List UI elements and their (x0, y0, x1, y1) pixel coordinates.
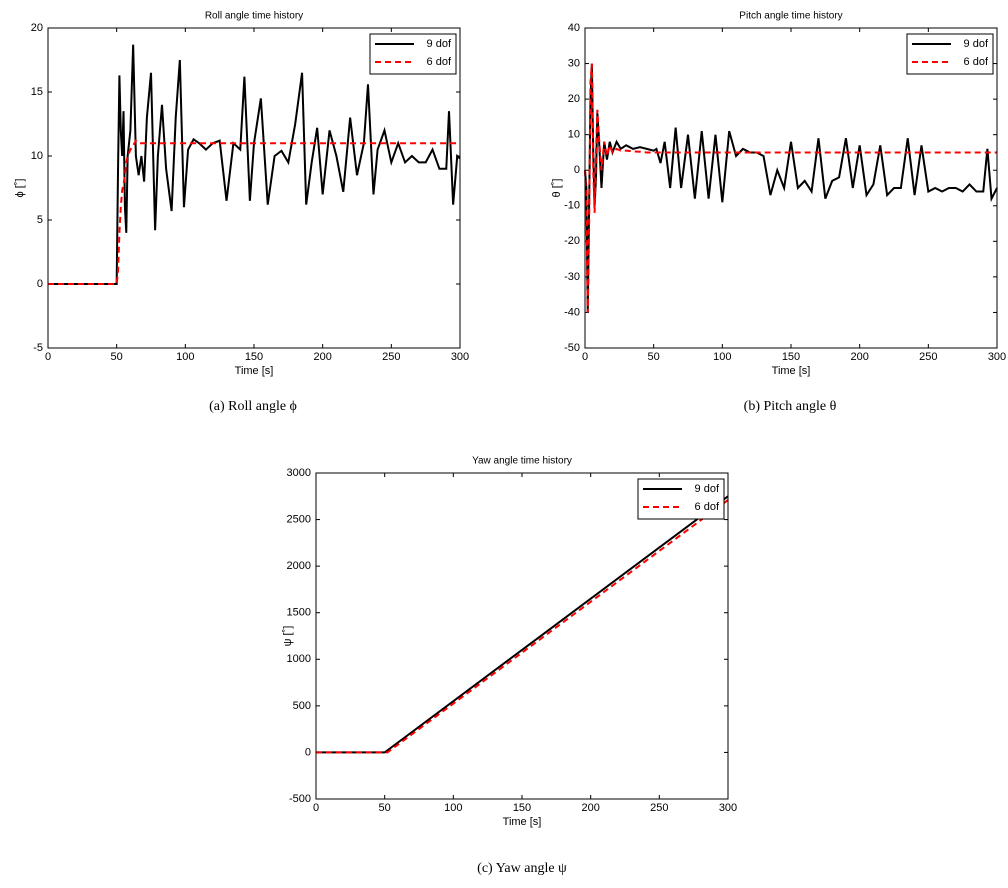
x-tick-label: 150 (245, 351, 263, 363)
y-tick-label: 1000 (287, 653, 311, 665)
x-tick-label: 200 (313, 351, 331, 363)
y-tick-label: 3000 (287, 467, 311, 479)
y-tick-label: -30 (564, 271, 580, 283)
y-axis-label: ψ [˚] (282, 626, 294, 647)
y-tick-label: 20 (31, 22, 43, 34)
x-axis-label: Time [s] (772, 365, 811, 377)
x-axis-label: Time [s] (235, 365, 274, 377)
x-tick-label: 0 (313, 802, 319, 814)
data-line (48, 139, 460, 285)
y-tick-label: -20 (564, 235, 580, 247)
x-tick-label: 150 (513, 802, 531, 814)
y-tick-label: 20 (568, 93, 580, 105)
x-tick-label: 200 (581, 802, 599, 814)
y-axis-label: ϕ [˚] (14, 179, 26, 198)
x-tick-label: 100 (444, 802, 462, 814)
x-tick-label: 250 (919, 351, 937, 363)
y-tick-label: 0 (574, 164, 580, 176)
x-axis-label: Time [s] (503, 816, 542, 828)
x-tick-label: 300 (719, 802, 737, 814)
axes-frame (47, 27, 461, 349)
y-tick-label: 10 (568, 129, 580, 141)
x-tick-label: 50 (648, 351, 660, 363)
legend-box (906, 33, 994, 75)
axes-frame (584, 27, 998, 349)
y-tick-label: 5 (37, 214, 43, 226)
plot-area (316, 473, 728, 799)
chart-title: Yaw angle time history (472, 456, 572, 467)
legend-label: 9 dof (964, 38, 989, 50)
x-tick-label: 50 (111, 351, 123, 363)
y-tick-label: 1500 (287, 607, 311, 619)
y-tick-label: 30 (568, 57, 580, 69)
caption: (a) Roll angle ϕ (209, 399, 297, 414)
legend-box (369, 33, 457, 75)
legend-label: 6 dof (427, 56, 452, 68)
y-tick-label: 0 (37, 278, 43, 290)
y-tick-label: -500 (289, 793, 311, 805)
x-tick-label: 300 (451, 351, 469, 363)
caption: (c) Yaw angle ψ (477, 861, 567, 876)
legend-label: 9 dof (427, 38, 452, 50)
legend-box (637, 478, 725, 520)
y-tick-label: 0 (305, 746, 311, 758)
y-tick-label: 40 (568, 22, 580, 34)
x-tick-label: 150 (782, 351, 800, 363)
x-tick-label: 250 (382, 351, 400, 363)
y-tick-label: -50 (564, 342, 580, 354)
legend-label: 6 dof (964, 56, 989, 68)
data-line (584, 63, 997, 313)
x-tick-label: 0 (582, 351, 588, 363)
x-tick-label: 100 (176, 351, 194, 363)
x-tick-label: 50 (379, 802, 391, 814)
data-line (48, 44, 461, 285)
y-tick-label: -5 (33, 342, 43, 354)
y-tick-label: 500 (293, 700, 311, 712)
y-tick-label: 15 (31, 86, 43, 98)
x-tick-label: 100 (713, 351, 731, 363)
x-tick-label: 0 (45, 351, 51, 363)
x-tick-label: 250 (650, 802, 668, 814)
y-tick-label: 10 (31, 150, 43, 162)
x-tick-label: 200 (850, 351, 868, 363)
y-tick-label: -10 (564, 200, 580, 212)
chart-title: Pitch angle time history (739, 11, 842, 22)
y-tick-label: 2000 (287, 560, 311, 572)
plot-area (48, 28, 460, 348)
y-tick-label: -40 (564, 306, 580, 318)
data-line (316, 499, 729, 754)
chart-title: Roll angle time history (205, 11, 303, 22)
axes-frame (315, 472, 729, 800)
caption: (b) Pitch angle θ (744, 399, 837, 414)
y-axis-label: θ [˚] (551, 179, 563, 198)
x-tick-label: 300 (988, 351, 1006, 363)
y-tick-label: 2500 (287, 513, 311, 525)
legend-label: 6 dof (695, 501, 720, 513)
legend-label: 9 dof (695, 483, 720, 495)
